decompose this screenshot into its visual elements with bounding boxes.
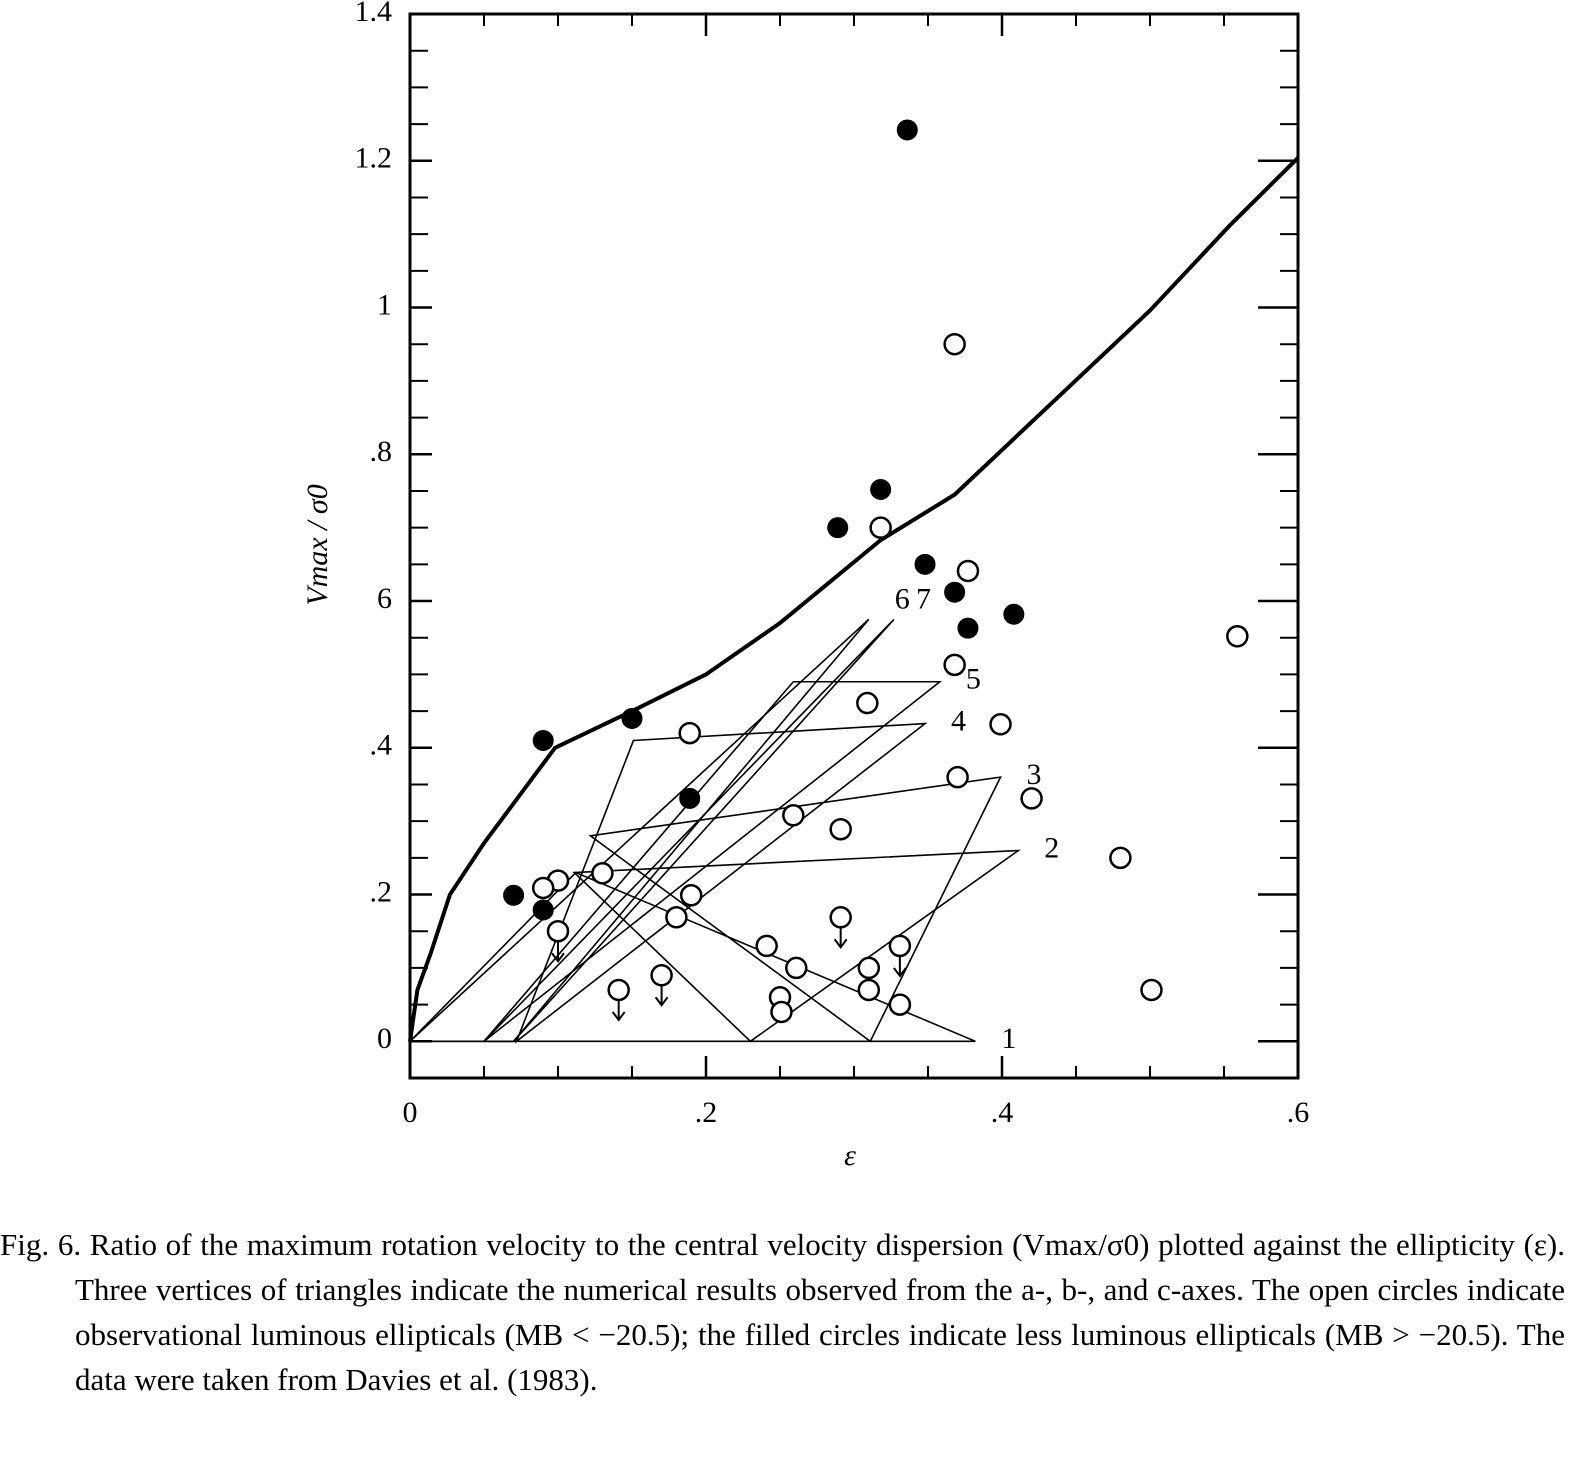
open-circle (531, 876, 555, 900)
upper-limit-arrow (551, 941, 565, 963)
filled-circle (827, 517, 849, 539)
filled-circle (679, 787, 701, 809)
open-circle (679, 884, 703, 907)
filled-circle (1003, 603, 1025, 625)
model-triangle (572, 849, 1021, 1043)
filled-circle (957, 617, 979, 639)
upper-limit-arrow (654, 985, 669, 1007)
chart: ε Vmax / σ0 0 .2 .4 .6 0 .2 .4 6 .8 1 1.2 1.4 1 2 3 45 6… (301, 0, 1310, 1172)
filled-circle (621, 707, 643, 729)
filled-circle (532, 899, 554, 921)
open-circle (888, 934, 912, 958)
filled-circle (944, 581, 966, 603)
open-circle (607, 978, 630, 1002)
open-circle (829, 817, 852, 841)
y-tick-label: 1.2 (355, 142, 393, 175)
open-circle (1109, 846, 1132, 870)
open-circle (665, 906, 688, 929)
upper-limit-arrow (611, 999, 626, 1022)
filled-circle (532, 729, 554, 751)
triangle-label: 6 (895, 582, 910, 615)
open-circle (1140, 978, 1163, 1002)
triangle-label: 4 (951, 704, 966, 737)
y-axis-label: Vmax / σ0 (301, 484, 334, 605)
open-circle (989, 713, 1012, 736)
model-triangle (408, 871, 976, 1043)
open-circle (1226, 625, 1249, 648)
open-circle (943, 653, 966, 677)
open-circle (782, 804, 805, 827)
x-tick-label: .4 (991, 1096, 1014, 1129)
triangle-label: 5 (966, 663, 981, 696)
open-circle (888, 993, 912, 1016)
open-circle (857, 978, 881, 1002)
open-circle (785, 956, 808, 980)
filled-circle (870, 478, 892, 500)
x-tick-label: .2 (695, 1096, 718, 1129)
open-circle (755, 934, 778, 958)
triangle-label: 1 (1001, 1022, 1016, 1055)
filled-circle (503, 884, 525, 906)
upper-limit-arrow (833, 927, 848, 949)
y-tick-label: 6 (377, 582, 392, 615)
model-triangle (483, 680, 943, 1042)
open-circle (856, 691, 879, 715)
open-circle (946, 765, 969, 789)
y-tick-label: 1.4 (355, 0, 393, 28)
y-tick-label: .2 (370, 875, 393, 908)
y-tick-label: 1 (377, 288, 392, 321)
open-circle (678, 721, 701, 745)
y-tick-label: 0 (377, 1022, 392, 1055)
open-circle (650, 964, 673, 987)
model-triangle (482, 618, 895, 1043)
open-circle (546, 919, 570, 943)
filled-circle (896, 119, 918, 141)
y-tick-label: .8 (370, 435, 393, 468)
filled-circle (914, 553, 936, 575)
open-circle (869, 516, 892, 539)
triangle-label: 3 (1027, 758, 1042, 791)
open-circle (857, 956, 881, 980)
figure-caption: Fig. 6. Ratio of the maximum rotation ve… (0, 1227, 1565, 1397)
open-circle (770, 1000, 793, 1024)
model-curve (408, 156, 1300, 1042)
open-circle (829, 906, 852, 929)
triangle-label: 2 (1044, 831, 1059, 864)
x-tick-label: 0 (403, 1096, 418, 1129)
open-circle (1020, 787, 1043, 810)
model-triangle (407, 618, 870, 1043)
model-triangle (514, 722, 928, 1044)
open-circle (943, 332, 966, 356)
upper-limit-arrow (893, 955, 907, 978)
open-circle (591, 862, 614, 885)
x-axis-label: ε (844, 1139, 856, 1172)
triangle-label: 7 (916, 582, 931, 615)
x-tick-label: .6 (1287, 1096, 1310, 1129)
y-tick-label: .4 (370, 729, 393, 762)
open-circle (956, 559, 980, 583)
